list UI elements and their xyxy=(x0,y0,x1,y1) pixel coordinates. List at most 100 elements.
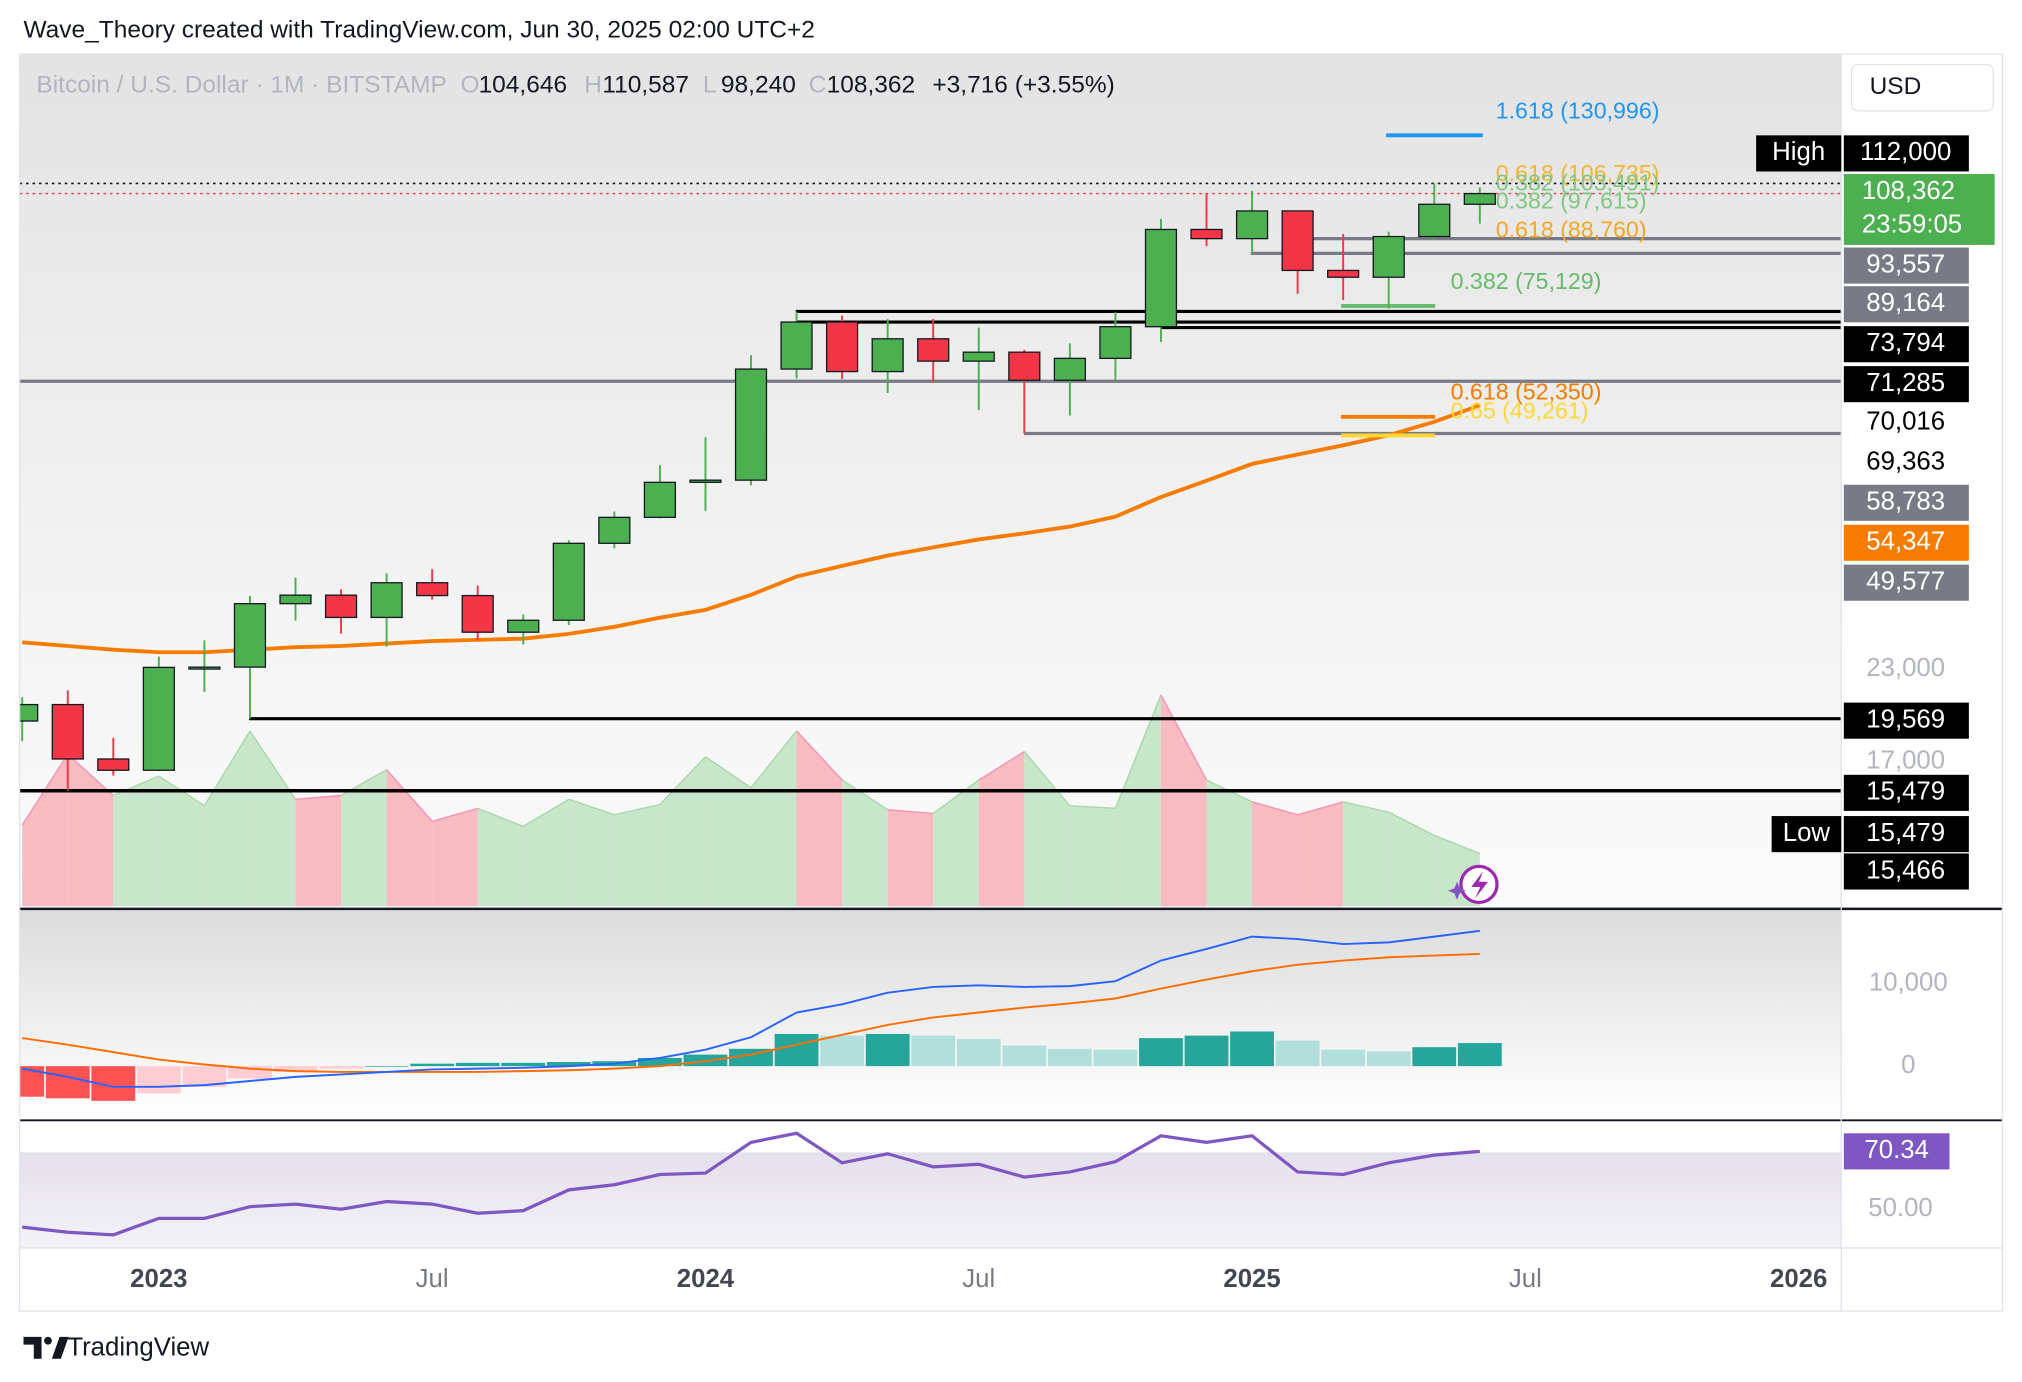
axes: 23,00017,00015,100112,000High108,36223:5… xyxy=(130,135,1995,1293)
signal-line xyxy=(22,952,1480,1073)
fib-label: 1.618 (130,996) xyxy=(1496,97,1660,123)
rsi-value-box xyxy=(1843,1133,1950,1170)
x-tick-label: Jul xyxy=(1509,1265,1542,1293)
candle-body xyxy=(416,582,449,597)
price-tag: Low xyxy=(1783,819,1831,847)
candle-body xyxy=(1235,210,1269,240)
area-edge xyxy=(522,798,570,827)
area-edge xyxy=(1343,801,1389,813)
x-tick-label: Jul xyxy=(416,1265,449,1293)
candle-body xyxy=(1372,235,1405,278)
macd-histogram-bar xyxy=(410,1063,455,1067)
price-label-box xyxy=(1843,564,1969,601)
ohlc-key: O xyxy=(461,72,480,99)
area-edge xyxy=(249,730,297,800)
area-edge xyxy=(978,751,1025,781)
currency-button[interactable]: USD xyxy=(1850,63,1994,112)
area-segment xyxy=(1160,694,1207,907)
price-label-box xyxy=(1843,286,1969,323)
countdown: 23:59:05 xyxy=(1862,210,1962,238)
main-plot: 1.618 (130,996) 0.618 (106,735)0.382 (103… xyxy=(19,97,1842,907)
macd-histogram-bar xyxy=(911,1035,956,1067)
price-label: 71,285 xyxy=(1866,369,1945,397)
candle-body xyxy=(233,603,267,668)
price-label: 93,557 xyxy=(1866,250,1945,278)
ohlc-value: 98,240 xyxy=(721,72,796,99)
macd-histogram-bar xyxy=(774,1033,819,1067)
icon-sparkle xyxy=(1448,881,1467,900)
fib-label: 0.382 (103,491) xyxy=(1496,170,1660,196)
area-edge xyxy=(1069,805,1116,809)
ohlc-value: 108,362 xyxy=(827,72,916,99)
area-segment xyxy=(477,808,524,907)
price-label-box xyxy=(1843,174,1995,245)
macd-histogram-bar xyxy=(1093,1049,1138,1067)
macd-histogram-bar xyxy=(956,1038,1001,1067)
logo-text: TradingView xyxy=(67,1333,209,1361)
footer-logo: TradingView xyxy=(23,1333,209,1361)
area-segment xyxy=(842,779,888,907)
fib-label: 0.382 (97,615) xyxy=(1496,188,1647,214)
price-label-box xyxy=(1843,702,1969,739)
area-segment xyxy=(887,809,934,907)
price-label: 73,794 xyxy=(1866,329,1945,357)
candle-body xyxy=(1281,210,1314,272)
candle-body xyxy=(507,619,540,633)
currency-button-box[interactable] xyxy=(1850,63,1994,112)
price-label: 89,164 xyxy=(1866,289,1945,317)
macd-histogram-bar xyxy=(865,1033,910,1067)
candle-body xyxy=(1144,228,1178,328)
area-edge xyxy=(1160,694,1208,781)
rsi-line xyxy=(22,1131,1480,1237)
ohlc-key: C xyxy=(809,72,827,99)
lightning-icon xyxy=(1448,864,1499,905)
price-label: 15,479 xyxy=(1866,819,1945,847)
macd-histogram-bar xyxy=(1047,1048,1092,1067)
macd-histogram-bar xyxy=(1139,1038,1183,1067)
area-segment xyxy=(705,756,752,907)
candle-body xyxy=(825,321,859,373)
candle-body xyxy=(871,338,904,373)
y-tick-label: 17,000 xyxy=(1866,747,1945,775)
rsi-plot xyxy=(19,1131,1842,1248)
candle-body xyxy=(598,516,631,544)
candle-body xyxy=(780,321,813,370)
area-segment xyxy=(1069,805,1116,907)
rsi-value-label: 70.34 xyxy=(1864,1136,1928,1164)
area-segment xyxy=(1343,801,1389,907)
logo-mark xyxy=(44,1336,52,1345)
area-edge xyxy=(1297,801,1344,816)
price-label: 15,466 xyxy=(1866,856,1945,884)
macd-pane xyxy=(19,910,1842,1120)
price-tag-box xyxy=(1756,135,1842,172)
macd-histogram-bar xyxy=(501,1062,546,1067)
price-label-box xyxy=(1843,853,1969,890)
macd-tick-label: 0 xyxy=(1901,1051,1915,1079)
price-label-box xyxy=(1843,135,1969,172)
area-edge xyxy=(796,730,843,781)
candle-body xyxy=(324,594,358,619)
macd-histogram-bar xyxy=(319,1066,363,1069)
area-edge xyxy=(614,803,661,816)
currency-label[interactable]: USD xyxy=(1870,73,1922,100)
main-pane xyxy=(19,54,1842,908)
macd-histogram-bar xyxy=(637,1057,682,1067)
macd-histogram-bar xyxy=(1230,1031,1274,1067)
area-segment xyxy=(386,769,433,907)
macd-histogram-bar xyxy=(45,1066,90,1099)
area-edge xyxy=(477,807,524,827)
price-label: 69,363 xyxy=(1866,448,1945,476)
price-label: 108,362 xyxy=(1862,177,1955,205)
macd-histogram-bar xyxy=(546,1062,591,1067)
price-label-box xyxy=(1843,404,1969,441)
price-tag: High xyxy=(1772,138,1825,166)
macd-histogram-bar xyxy=(1412,1047,1457,1067)
area-segment xyxy=(523,799,569,907)
area-segment xyxy=(659,756,706,907)
area-segment xyxy=(568,799,615,907)
price-label: 54,347 xyxy=(1866,528,1945,556)
x-tick-label: 2024 xyxy=(677,1265,735,1293)
area-segment xyxy=(341,769,387,907)
area-edge xyxy=(1388,811,1435,836)
area-segment xyxy=(295,795,342,907)
